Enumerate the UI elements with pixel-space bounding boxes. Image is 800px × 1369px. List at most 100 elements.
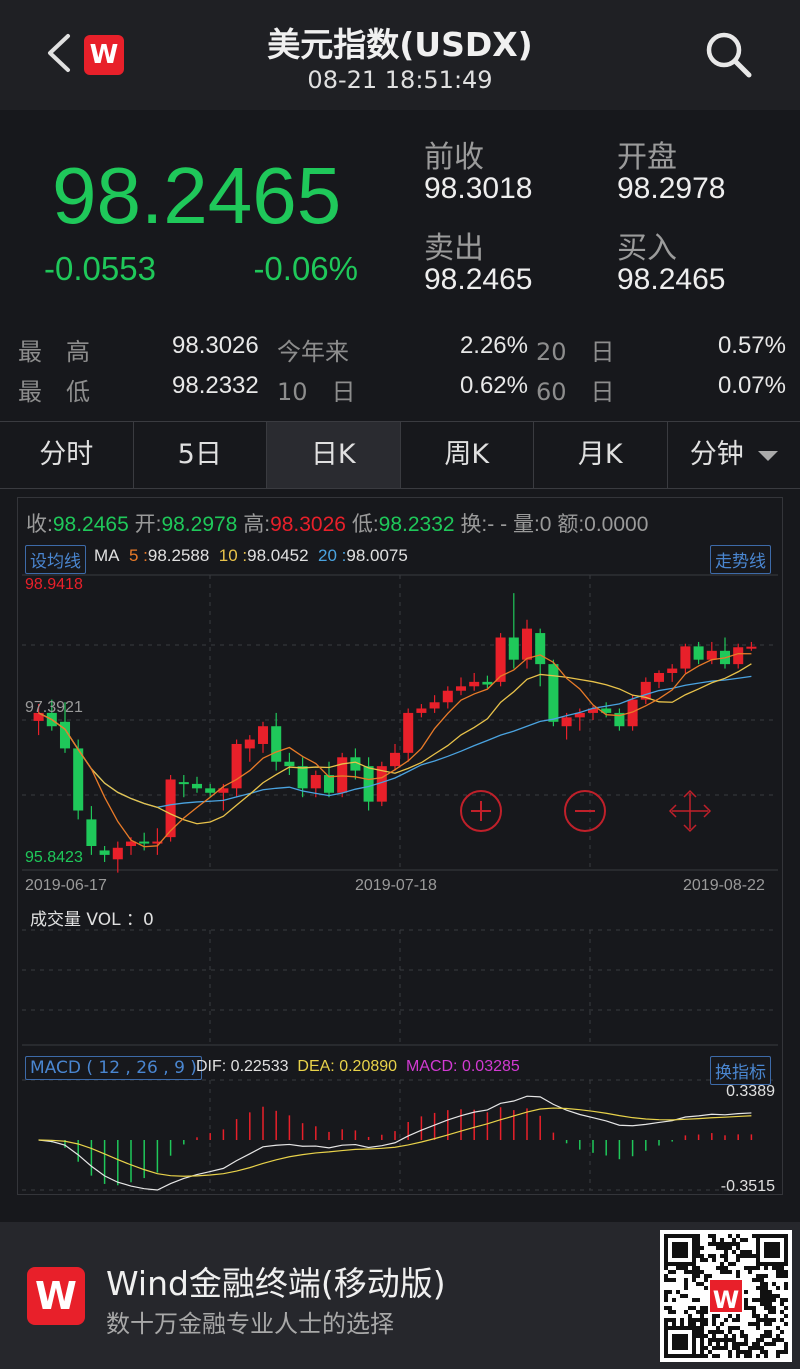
trend-line-button[interactable]: 走势线 <box>710 545 771 574</box>
candle-body <box>693 646 704 660</box>
candle-body <box>33 712 44 721</box>
high-value: 98.3026 <box>172 332 259 359</box>
ytd-value: 2.26% <box>459 332 528 359</box>
candle-body <box>99 850 110 855</box>
candle-body <box>403 712 414 753</box>
tab-monthly-k[interactable]: 月K <box>534 422 668 488</box>
candle-body <box>152 841 163 844</box>
tab-daily-k[interactable]: 日K <box>267 422 401 488</box>
switch-indicator-button[interactable]: 换指标 <box>710 1056 771 1085</box>
bid-value: 98.2465 <box>617 263 726 296</box>
tab-intraday[interactable]: 分时 <box>0 422 134 488</box>
candle-body <box>73 748 84 811</box>
wind-logo-icon: W <box>84 35 124 75</box>
chevron-down-icon <box>757 450 778 461</box>
candle-body <box>389 752 401 767</box>
candle-body <box>521 628 533 660</box>
search-icon[interactable] <box>704 30 754 80</box>
d10-label: 10 日 <box>277 378 356 406</box>
quote-timestamp: 08-21 18:51:49 <box>307 66 493 94</box>
d10-value: 0.62% <box>459 372 528 399</box>
chart-panel[interactable] <box>17 497 783 1195</box>
candle-body <box>653 672 665 682</box>
quote-panel: 98.2465 -0.0553 -0.06% 前收 98.3018 开盘 98.… <box>0 110 800 420</box>
ohlc-high: 98.3026 <box>270 513 346 536</box>
price-change: -0.0553 <box>44 250 156 287</box>
macd-settings-button[interactable]: MACD ( 12 , 26 , 9 ) <box>25 1056 202 1080</box>
y-axis-mid: 97.3921 <box>25 699 83 716</box>
candle-body <box>535 633 546 665</box>
candle-body <box>191 783 203 789</box>
macd-axis-max: 0.3389 <box>726 1083 775 1100</box>
x-axis-end-date: 2019-08-22 <box>683 877 765 894</box>
move-icon-arrow <box>703 804 712 818</box>
dif-line <box>38 1095 752 1191</box>
candle-body <box>587 708 599 713</box>
open-value: 98.2978 <box>617 172 726 205</box>
y-axis-min: 95.8423 <box>25 849 83 866</box>
candle-body <box>363 766 374 802</box>
d60-value: 0.07% <box>717 372 786 399</box>
x-axis-mid-date: 2019-07-18 <box>355 877 437 894</box>
macd-legend: DIF: 0.22533 DEA: 0.20890 MACD: 0.03285 <box>196 1058 520 1075</box>
tab-5day[interactable]: 5日 <box>134 422 267 488</box>
candle-body <box>680 646 691 669</box>
candle-body <box>442 690 453 703</box>
high-label: 最 高 <box>18 338 90 366</box>
kline-chart[interactable] <box>0 0 800 1200</box>
move-icon-arrow <box>668 804 677 818</box>
candle-body <box>455 686 467 691</box>
ma10-line <box>38 663 752 825</box>
open-label: 开盘 <box>617 140 677 175</box>
tab-minute-label: 分钟 <box>689 439 744 470</box>
ma20-value: 98.0075 <box>346 546 408 565</box>
candle-body <box>746 646 757 649</box>
volume-value: 0 <box>143 910 154 930</box>
ohlc-low: 98.2332 <box>378 513 455 536</box>
candle-body <box>667 668 678 673</box>
ma10-value: 98.0452 <box>247 546 309 565</box>
candle-body <box>112 847 123 860</box>
x-axis-start-date: 2019-06-17 <box>25 877 107 894</box>
candle-body <box>733 647 744 665</box>
candle-body <box>469 681 480 687</box>
low-label: 最 低 <box>18 378 90 406</box>
back-arrow-icon[interactable] <box>42 32 78 74</box>
candle-body <box>86 819 97 847</box>
candle-body <box>165 779 176 838</box>
set-ma-button[interactable]: 设均线 <box>25 545 86 574</box>
zoom-out-icon <box>564 790 606 832</box>
last-price: 98.2465 <box>52 151 342 240</box>
low-value: 98.2332 <box>172 372 259 399</box>
candle-body <box>139 841 150 844</box>
candle-body <box>244 739 255 749</box>
candle-body <box>561 717 572 727</box>
ma5-line <box>38 653 752 848</box>
candle-body <box>416 708 427 713</box>
candle-body <box>508 637 519 660</box>
candle-body <box>178 782 189 785</box>
candle-body <box>429 702 440 709</box>
tab-minute[interactable]: 分钟 <box>668 422 800 488</box>
macd-value: 0.03285 <box>461 1058 520 1075</box>
candle-body <box>257 726 269 744</box>
prev-close-value: 98.3018 <box>424 172 533 205</box>
d20-value: 0.57% <box>717 332 786 359</box>
ask-label: 卖出 <box>424 231 484 266</box>
candle-body <box>627 699 638 727</box>
ohlc-close: 98.2465 <box>52 513 129 536</box>
promo-subtitle: 数十万金融专业人士的选择 <box>106 1310 394 1338</box>
candle-body <box>548 664 559 722</box>
candle-body <box>218 788 229 793</box>
candle-body <box>337 757 348 793</box>
candle-body <box>574 712 585 718</box>
price-change-percent: -0.06% <box>253 250 358 287</box>
candle-body <box>601 708 612 713</box>
dif-value: 0.22533 <box>230 1058 289 1075</box>
candle-body <box>495 637 506 682</box>
candle-body <box>297 766 308 789</box>
tab-weekly-k[interactable]: 周K <box>401 422 534 488</box>
app-promo-banner[interactable]: W Wind金融终端(移动版) 数十万金融专业人士的选择 W <box>0 1222 800 1369</box>
top-bar: W 美元指数(USDX) 08-21 18:51:49 <box>0 0 800 110</box>
qr-code-icon: W <box>660 1230 792 1362</box>
